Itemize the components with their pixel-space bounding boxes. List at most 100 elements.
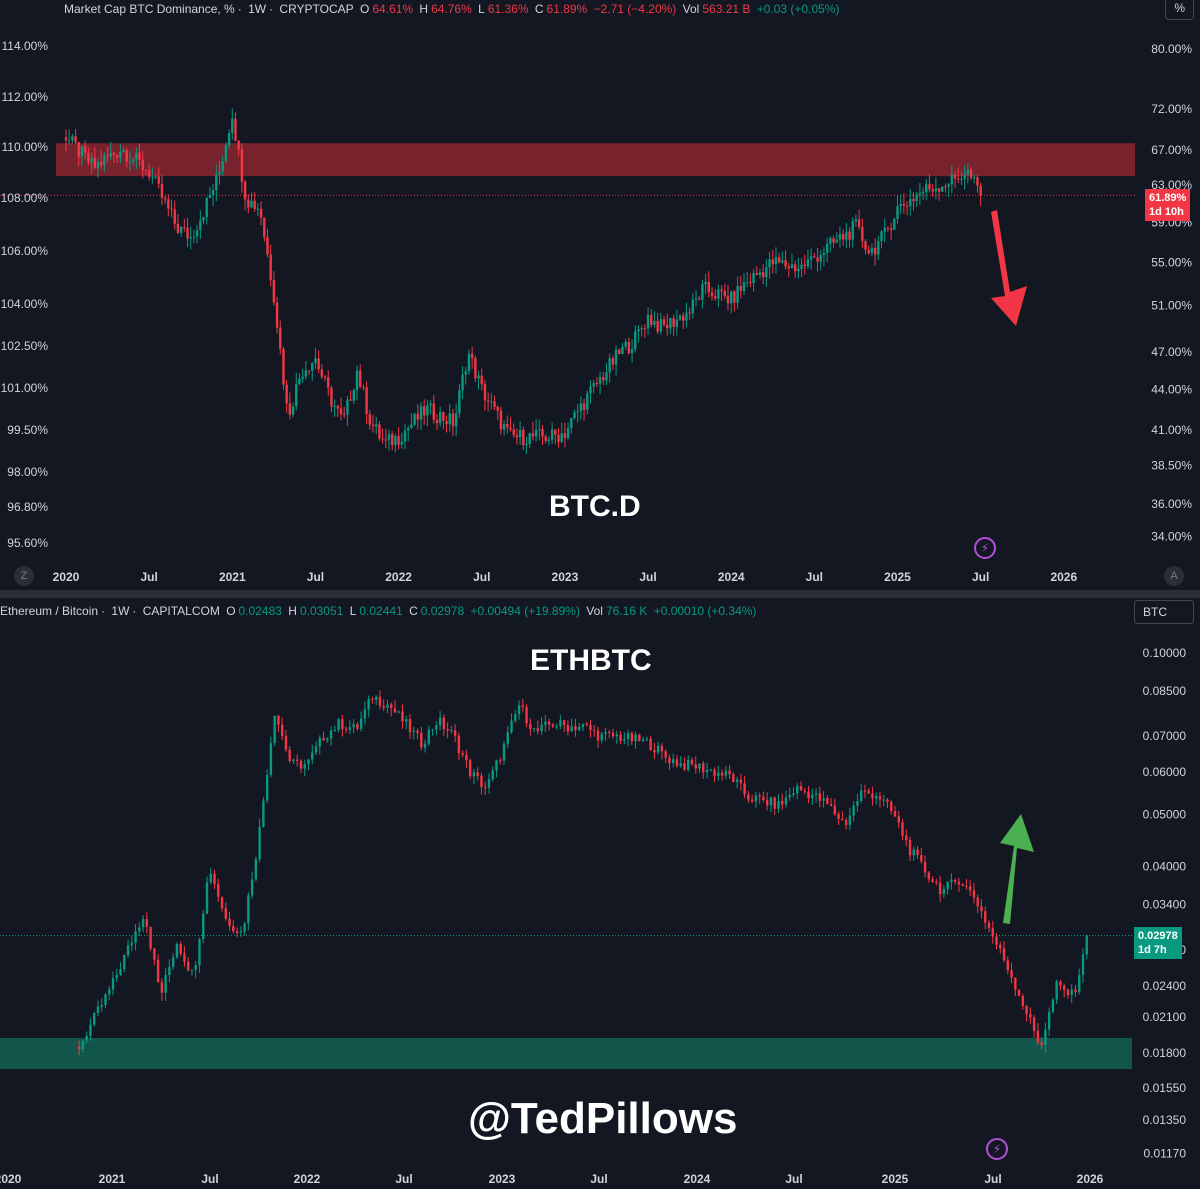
candle-body	[626, 733, 630, 740]
candle-body	[99, 161, 103, 166]
candle-body	[960, 179, 963, 181]
candle-body	[621, 346, 624, 355]
candle-body	[472, 772, 476, 777]
ethbtc-unit-button[interactable]: BTC	[1134, 600, 1194, 624]
candle-body	[841, 234, 845, 240]
candle-body	[957, 178, 960, 180]
y-tick-label: 0.02100	[1143, 1010, 1187, 1024]
y-tick-label: 101.00%	[1, 381, 49, 395]
candle-body	[480, 775, 483, 787]
candle-body	[863, 790, 867, 792]
y-tick-label: 114.00%	[2, 39, 49, 53]
candle-body	[707, 281, 711, 293]
candle-body	[627, 341, 631, 354]
btcd-countdown: 1d 10h	[1149, 206, 1184, 218]
candle-body	[119, 151, 122, 158]
candle-body	[595, 383, 599, 385]
candle-body	[130, 942, 134, 946]
y-tick-label: 108.00%	[1, 191, 49, 205]
scale-a-button[interactable]: A	[1164, 566, 1184, 586]
candle-body	[486, 400, 490, 402]
candle-body	[905, 835, 908, 840]
ethbtc-chart[interactable]: 0.10000 0.08500 0.07000 0.06000 0.05000 0.040…	[0, 598, 1200, 1189]
ethbtc-symbol: Ethereum / Bitcoin	[0, 604, 99, 618]
candle-body	[96, 1006, 100, 1014]
candle-body	[643, 328, 647, 330]
ethbtc-last-price-tag: 0.02978 1d 7h	[1134, 927, 1182, 959]
candle-body	[624, 341, 627, 347]
candle-body	[468, 760, 472, 777]
candle-body	[307, 370, 311, 372]
candle-body	[374, 696, 378, 700]
bolt-icon-bottom[interactable]: ⚡	[986, 1138, 1008, 1160]
candle-body	[589, 386, 592, 394]
candle-body	[586, 393, 589, 410]
btcd-open: 64.61%	[372, 2, 414, 16]
candle-body	[656, 320, 659, 332]
candle-body	[108, 989, 111, 995]
y-tick-label: 0.01170	[1144, 1146, 1187, 1160]
candle-body	[491, 770, 494, 780]
candle-body	[160, 982, 164, 993]
candle-body	[871, 793, 874, 799]
candle-body	[688, 312, 691, 314]
candle-body	[273, 715, 276, 744]
candle-body	[106, 155, 109, 157]
candle-body	[341, 719, 344, 730]
candle-body	[346, 399, 349, 415]
x-tick-label: Jul	[639, 570, 656, 584]
candle-body	[405, 719, 408, 722]
candle-body	[877, 241, 880, 255]
candle-body	[412, 730, 415, 733]
y-tick-label: 0.03400	[1143, 898, 1187, 912]
candle-body	[211, 190, 215, 195]
candle-body	[427, 729, 431, 744]
candle-body	[777, 800, 780, 809]
candle-body	[259, 208, 263, 218]
y-tick-label: 0.05000	[1143, 808, 1187, 822]
candle-body	[905, 205, 909, 207]
candle-body	[391, 434, 394, 446]
candle-body	[837, 813, 840, 819]
candle-body	[562, 720, 566, 726]
candle-body	[517, 705, 521, 715]
ethbtc-panel[interactable]: 0.10000 0.08500 0.07000 0.06000 0.05000 0.040…	[0, 598, 1200, 1189]
candle-body	[953, 879, 957, 882]
candle-body	[529, 723, 532, 730]
candle-body	[237, 140, 240, 150]
candle-body	[947, 184, 950, 187]
y-tick-label: 110.00%	[2, 140, 49, 154]
candle-body	[675, 759, 679, 766]
btc-dominance-panel[interactable]: 114.00% 112.00% 110.00% 108.00% 106.00% 104.0…	[0, 0, 1200, 590]
candle-body	[397, 711, 400, 713]
scale-z-button[interactable]: Z	[14, 566, 34, 586]
candle-body	[410, 424, 413, 429]
candle-body	[371, 424, 375, 427]
candle-body	[386, 704, 389, 708]
candle-body	[450, 730, 453, 732]
candle-body	[74, 136, 77, 143]
candle-body	[149, 926, 152, 949]
candle-body	[995, 936, 998, 945]
candle-body	[806, 259, 810, 267]
candle-body	[969, 169, 973, 178]
candle-body	[318, 737, 321, 747]
candle-body	[322, 737, 325, 741]
candle-body	[400, 441, 403, 445]
bolt-icon[interactable]: ⚡	[974, 537, 996, 559]
candle-body	[768, 259, 771, 268]
candle-body	[327, 377, 330, 388]
candle-body	[71, 136, 74, 141]
y-tick-label: 0.04000	[1143, 860, 1187, 874]
y-tick-label: 104.00%	[1, 297, 49, 311]
candle-body	[559, 720, 562, 727]
candle-body	[426, 405, 429, 416]
panel-divider[interactable]	[0, 590, 1200, 598]
btcd-unit-button[interactable]: %	[1165, 0, 1194, 20]
candle-body	[593, 730, 596, 732]
candle-body	[90, 157, 93, 163]
candle-body	[423, 743, 427, 748]
candle-body	[573, 412, 576, 419]
y-tick-label: 98.00%	[7, 465, 48, 479]
candle-body	[668, 757, 671, 764]
